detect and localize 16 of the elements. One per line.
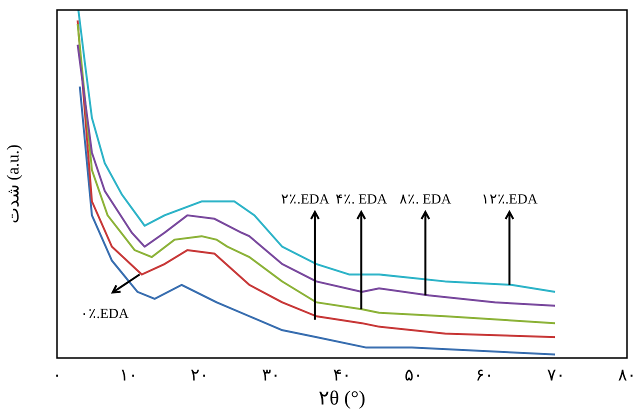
annotation: ۲٪.EDA	[281, 192, 330, 208]
annotation: ۰٪.EDA	[80, 307, 130, 322]
x-tick-label: ۲۰	[190, 366, 208, 385]
x-tick-label: ۴۰	[333, 366, 351, 385]
annotation: ۴٪. EDA	[335, 192, 388, 208]
x-tick-label: ۵۰	[404, 366, 422, 385]
x-tick-label: ۱۰	[119, 366, 138, 385]
x-tick-label: ۷۰	[546, 366, 565, 385]
x-tick-label: ۰	[52, 366, 62, 385]
x-axis-title: ۲θ (°)	[318, 387, 366, 410]
x-tick-label: ۸۰	[618, 366, 636, 385]
y-axis-title: شدت (a.u.)	[4, 144, 23, 224]
x-tick-label: ۳۰	[262, 366, 280, 385]
annotation: ۱۲٪.EDA	[481, 192, 538, 208]
x-tick-label: ۶۰	[476, 366, 494, 385]
annotation: ۸٪. EDA	[399, 192, 452, 208]
